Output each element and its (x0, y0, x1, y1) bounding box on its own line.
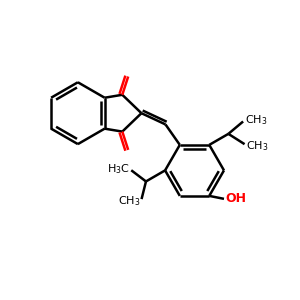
Text: CH$_3$: CH$_3$ (246, 139, 268, 152)
Text: OH: OH (226, 192, 247, 205)
Text: H$_3$C: H$_3$C (107, 162, 130, 176)
Text: CH$_3$: CH$_3$ (118, 195, 140, 208)
Text: CH$_3$: CH$_3$ (244, 113, 267, 127)
